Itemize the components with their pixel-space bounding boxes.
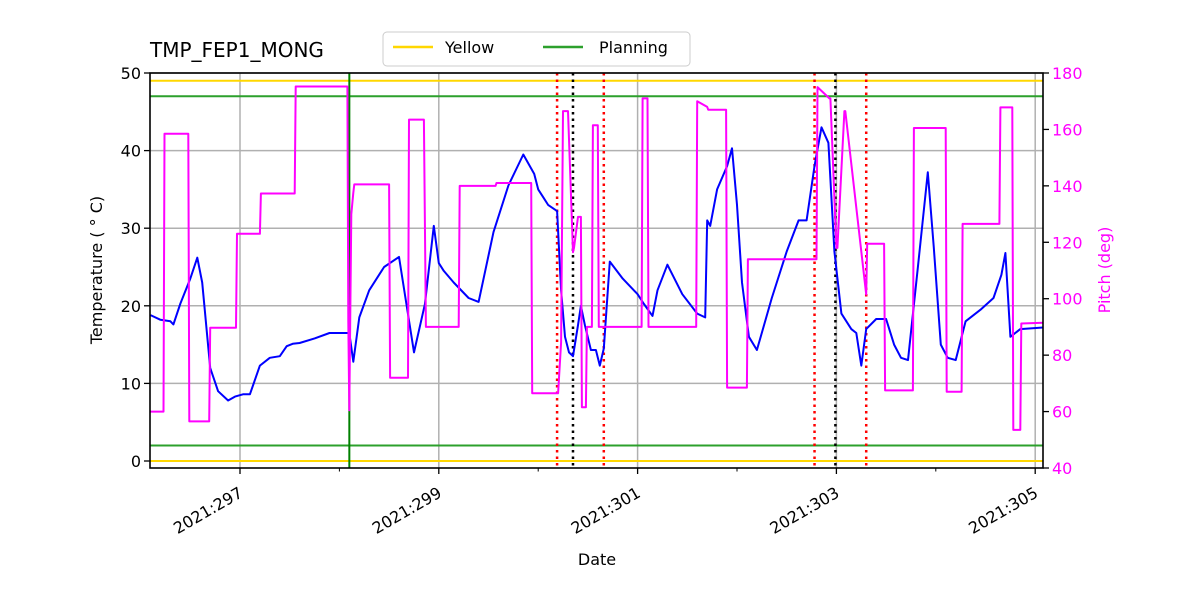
y-tick-label: 0 xyxy=(131,452,141,471)
y-tick-label: 20 xyxy=(121,297,141,316)
data-series xyxy=(150,85,1043,431)
legend-yellow-label: Yellow xyxy=(444,38,494,57)
plot-frame xyxy=(149,72,1044,469)
y2-tick-label: 180 xyxy=(1052,64,1083,83)
chart-title: TMP_FEP1_MONG xyxy=(149,38,324,62)
vertical-markers xyxy=(348,73,868,468)
legend-planning-label: Planning xyxy=(599,38,668,57)
limit-lines xyxy=(150,79,1043,462)
y-tick-label: 40 xyxy=(121,142,141,161)
y-axis-label: Temperature ( ° C) xyxy=(87,196,106,345)
x-tick-label: 2021:301 xyxy=(568,483,644,538)
y2-tick-label: 40 xyxy=(1052,459,1072,478)
y2-tick-label: 80 xyxy=(1052,346,1072,365)
y-tick-label: 50 xyxy=(121,64,141,83)
y-tick-label: 10 xyxy=(121,374,141,393)
y2-tick-label: 140 xyxy=(1052,177,1083,196)
x-tick-label: 2021:305 xyxy=(965,483,1041,538)
y2-tick-label: 60 xyxy=(1052,403,1072,422)
y-tick-label: 30 xyxy=(121,219,141,238)
x-tick-label: 2021:303 xyxy=(767,483,843,538)
pitch-series-line xyxy=(150,85,1043,431)
x-tick-label: 2021:299 xyxy=(369,483,445,538)
legend: Yellow Planning xyxy=(382,31,691,67)
y2-tick-label: 100 xyxy=(1052,290,1083,309)
y2-tick-label: 160 xyxy=(1052,120,1083,139)
temperature-series-line xyxy=(150,126,1043,402)
y2-tick-label: 120 xyxy=(1052,233,1083,252)
x-axis-label: Date xyxy=(578,550,616,569)
grid-lines xyxy=(150,72,1043,468)
y2-axis-label: Pitch (deg) xyxy=(1095,227,1114,314)
x-tick-label: 2021:297 xyxy=(170,483,246,538)
